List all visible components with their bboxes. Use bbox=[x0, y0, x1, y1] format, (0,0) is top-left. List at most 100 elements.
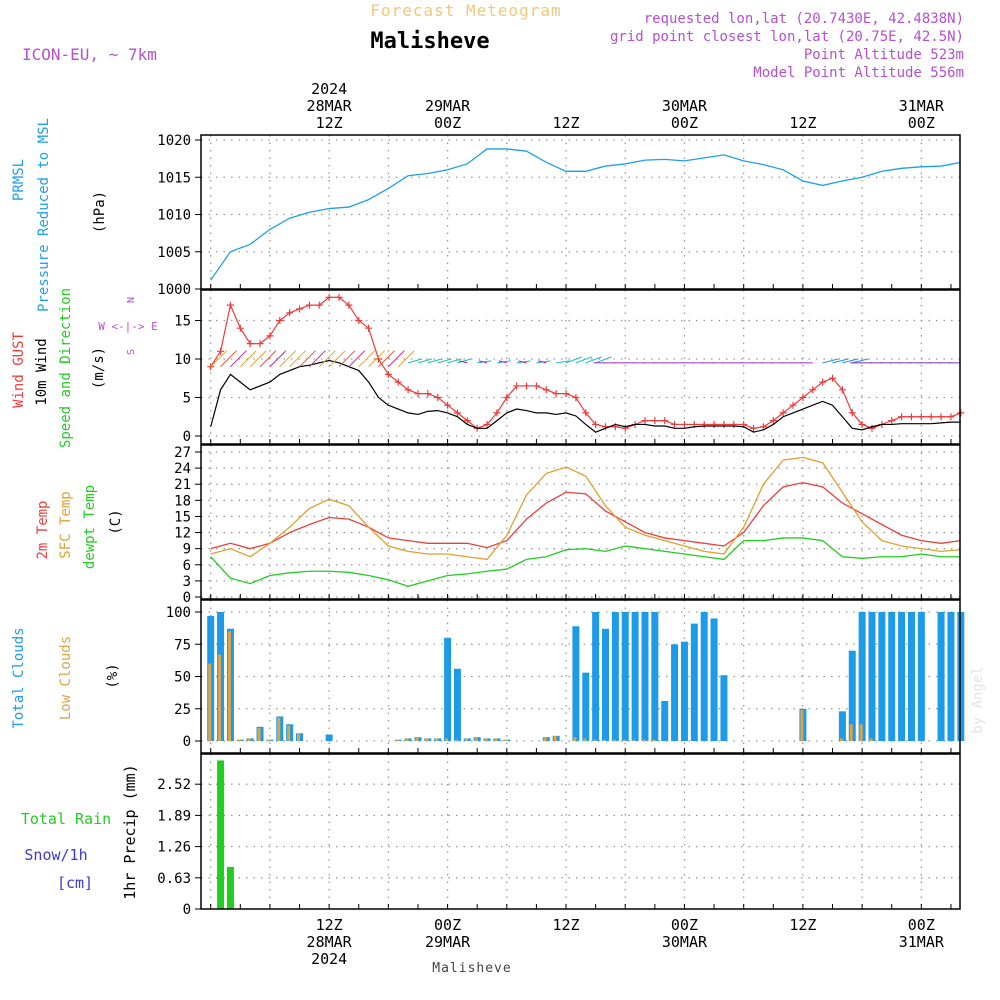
low-cloud-bar bbox=[297, 733, 301, 741]
low-cloud-bar bbox=[267, 739, 271, 741]
y-tick-label: 5 bbox=[183, 391, 191, 407]
total-cloud-label: Total Clouds bbox=[11, 627, 27, 728]
wind-direction-arrow bbox=[565, 356, 583, 364]
header-gridpoint: grid point closest lon,lat (20.75E, 42.5… bbox=[610, 29, 964, 45]
wind-line bbox=[210, 359, 961, 433]
wind-direction-arrow bbox=[318, 350, 336, 368]
total-cloud-bar bbox=[592, 612, 600, 741]
gust-marker bbox=[680, 420, 688, 428]
y-tick-label: 24 bbox=[174, 461, 191, 477]
gust-marker bbox=[769, 417, 777, 425]
gust-marker bbox=[256, 340, 264, 348]
total-cloud-bar bbox=[444, 637, 452, 741]
wind-direction-arrow bbox=[358, 350, 376, 368]
wind-direction-arrow bbox=[437, 358, 452, 364]
wind-direction-arrow bbox=[575, 356, 593, 364]
low-cloud-label: Low Clouds bbox=[58, 636, 74, 720]
wind-direction-arrow bbox=[407, 358, 423, 364]
temp-2m-label: 2m Temp bbox=[35, 500, 51, 559]
y-tick-label: 1015 bbox=[157, 170, 191, 186]
y-tick-label: 9 bbox=[183, 542, 191, 558]
gust-marker bbox=[898, 413, 906, 421]
snow-unit-label: [cm] bbox=[57, 874, 93, 892]
low-cloud-bar bbox=[425, 738, 429, 741]
footer-location: Malisheve bbox=[432, 961, 511, 976]
wind-direction-arrow bbox=[585, 356, 602, 364]
gust-marker bbox=[750, 424, 758, 432]
gust-marker bbox=[789, 401, 797, 409]
gust-marker bbox=[335, 293, 343, 301]
wind-direction-arrow bbox=[832, 358, 849, 364]
header-location: Malisheve bbox=[370, 29, 489, 54]
bottom-time-label: 28MAR bbox=[307, 933, 353, 951]
y-tick-label: 0 bbox=[183, 429, 191, 445]
total-cloud-bar bbox=[325, 734, 333, 741]
low-cloud-bar bbox=[257, 728, 261, 741]
gust-marker bbox=[562, 390, 570, 398]
gust-marker bbox=[414, 390, 422, 398]
gust-marker bbox=[424, 390, 432, 398]
compass-n: N bbox=[126, 297, 137, 303]
low-cloud-bar bbox=[218, 654, 222, 741]
wind-direction-arrow bbox=[397, 350, 415, 368]
y-tick-label: 12 bbox=[174, 526, 191, 542]
watermark: by Angel bbox=[970, 666, 986, 733]
low-cloud-bar bbox=[869, 738, 873, 741]
wind-direction-arrow bbox=[417, 358, 433, 364]
total-cloud-bar bbox=[888, 612, 896, 741]
low-cloud-bar bbox=[583, 738, 587, 741]
gust-marker bbox=[730, 420, 738, 428]
top-time-label: 30MAR bbox=[662, 97, 708, 115]
gust-marker bbox=[819, 378, 827, 386]
low-cloud-bar bbox=[464, 738, 468, 741]
wind-direction-arrow bbox=[388, 350, 405, 368]
y-tick-label: 21 bbox=[174, 477, 191, 493]
gust-marker bbox=[671, 420, 679, 428]
gust-marker bbox=[266, 332, 274, 340]
wind-direction-arrow bbox=[230, 350, 247, 368]
dewpoint-line bbox=[210, 537, 961, 587]
low-cloud-bar bbox=[227, 631, 231, 741]
gust-marker bbox=[325, 293, 333, 301]
gust-marker bbox=[907, 413, 915, 421]
total-cloud-bar bbox=[947, 612, 955, 741]
gust-marker bbox=[444, 401, 452, 409]
total-cloud-bar bbox=[868, 612, 876, 741]
wind-10m-label: 10m Wind bbox=[34, 338, 50, 405]
wind-direction-arrow bbox=[556, 360, 571, 364]
gust-marker bbox=[720, 420, 728, 428]
pressure-unit: (hPa) bbox=[92, 191, 108, 233]
bottom-time-label: 29MAR bbox=[425, 933, 471, 951]
total-cloud-bar bbox=[661, 701, 669, 741]
total-cloud-bar bbox=[602, 628, 609, 741]
rain-label: Total Rain bbox=[21, 810, 111, 828]
total-cloud-bar bbox=[453, 668, 461, 741]
low-cloud-bar bbox=[415, 737, 419, 741]
gust-marker bbox=[799, 394, 807, 401]
total-cloud-bar bbox=[917, 612, 925, 741]
temp-2m-line bbox=[210, 481, 961, 550]
total-cloud-bar bbox=[621, 612, 629, 741]
wind-unit: (m/s) bbox=[91, 347, 107, 389]
top-time-label: 12Z bbox=[552, 114, 579, 132]
wind-direction-arrow bbox=[220, 350, 237, 368]
compass-we: W <-|-> E bbox=[98, 320, 158, 333]
gust-marker bbox=[246, 340, 254, 348]
low-cloud-bar bbox=[553, 735, 557, 741]
low-cloud-bar bbox=[839, 738, 843, 741]
wind-direction-arrow bbox=[459, 360, 468, 364]
low-cloud-bar bbox=[603, 739, 606, 741]
gust-marker bbox=[434, 394, 442, 401]
y-tick-label: 100 bbox=[166, 605, 191, 621]
y-tick-label: 1.26 bbox=[157, 840, 191, 856]
dewpoint-label: dewpt Temp bbox=[82, 485, 98, 569]
wind-direction-arrow bbox=[498, 360, 507, 364]
gust-marker bbox=[700, 420, 708, 428]
top-time-label: 29MAR bbox=[425, 97, 471, 115]
precip-unit: 1hr Precip (mm) bbox=[121, 764, 139, 899]
low-cloud-bar bbox=[494, 738, 498, 741]
bottom-time-label: 00Z bbox=[434, 916, 461, 934]
gust-marker bbox=[759, 423, 767, 431]
wind-direction-arrow bbox=[299, 350, 316, 368]
